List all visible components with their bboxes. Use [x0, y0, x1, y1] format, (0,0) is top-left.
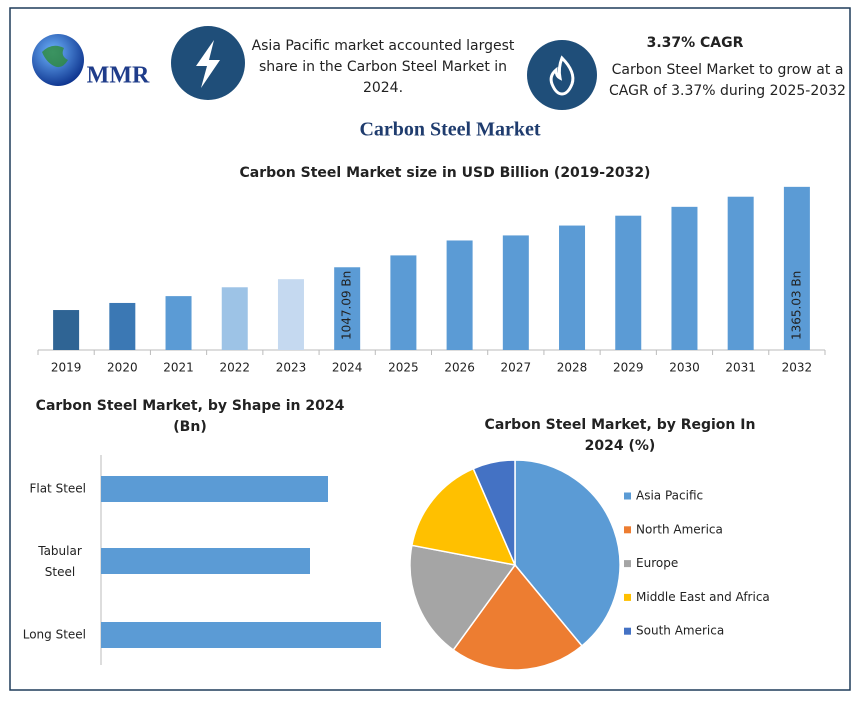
- legend-swatch: [624, 593, 631, 601]
- bar: [334, 267, 361, 350]
- highlight-title: 3.37% CAGR: [646, 35, 744, 51]
- y-tick-label: Long Steel: [23, 628, 86, 642]
- pie-slice: [410, 467, 517, 567]
- pie-slice: [409, 544, 517, 651]
- bar: [615, 215, 642, 350]
- highlight-text: Carbon Steel Market to grow at a CAGR of…: [609, 62, 846, 99]
- x-tick-label: 2030: [669, 361, 700, 375]
- logo-land: [42, 45, 68, 68]
- x-tick-label: 2028: [557, 361, 588, 375]
- legend-label: Europe: [636, 556, 678, 570]
- legend-label: South America: [636, 624, 724, 638]
- bar: [101, 548, 310, 574]
- bar: [221, 287, 248, 350]
- legend-swatch: [624, 560, 631, 568]
- bar: [727, 196, 754, 350]
- x-tick-label: 2032: [782, 361, 813, 375]
- pie-slice: [514, 459, 621, 647]
- x-tick-label: 2029: [613, 361, 644, 375]
- bar: [559, 225, 586, 350]
- legend-label: North America: [636, 522, 723, 536]
- bar: [101, 622, 381, 648]
- pie-slice: [452, 563, 583, 671]
- x-tick-label: 2021: [163, 361, 194, 375]
- bar: [109, 302, 136, 350]
- pie-slice: [472, 459, 516, 566]
- chart-title: Carbon Steel Market, by Shape in 2024 (B…: [35, 398, 345, 435]
- bar: [390, 255, 417, 350]
- x-tick-label: 2031: [725, 361, 756, 375]
- legend-label: Asia Pacific: [636, 489, 703, 503]
- x-tick-label: 2019: [51, 361, 82, 375]
- x-tick-label: 2024: [332, 361, 363, 375]
- y-tick-label: Tabular Steel: [37, 544, 82, 579]
- x-tick-label: 2022: [219, 361, 250, 375]
- legend-swatch: [624, 627, 631, 635]
- highlight-text: Asia Pacific market accounted largest sh…: [251, 38, 515, 96]
- icon-flame: [549, 55, 575, 96]
- y-tick-label: Flat Steel: [29, 482, 86, 496]
- chart-title: Carbon Steel Market, by Region In 2024 (…: [484, 417, 756, 454]
- legend-swatch: [624, 492, 631, 500]
- bar: [502, 235, 529, 350]
- bar: [446, 240, 473, 350]
- x-tick-label: 2025: [388, 361, 419, 375]
- bar: [783, 186, 810, 350]
- bar: [671, 206, 698, 350]
- logo-text: MMR: [87, 63, 150, 89]
- main-title: Carbon Steel Market: [359, 119, 540, 141]
- x-tick-label: 2023: [276, 361, 307, 375]
- legend-swatch: [624, 526, 631, 534]
- chart-title: Carbon Steel Market size in USD Billion …: [240, 165, 651, 181]
- x-tick-label: 2027: [501, 361, 532, 375]
- bar: [277, 279, 304, 350]
- bar: [165, 296, 192, 350]
- icon-circle: [527, 40, 597, 110]
- icon-bolt: [196, 40, 220, 88]
- bar: [101, 476, 328, 502]
- value-label: 1365.03 Bn: [789, 271, 803, 340]
- legend-label: Middle East and Africa: [636, 590, 770, 604]
- value-label: 1047.09 Bn: [340, 271, 354, 340]
- x-tick-label: 2020: [107, 361, 138, 375]
- bar: [53, 310, 80, 350]
- x-tick-label: 2026: [444, 361, 475, 375]
